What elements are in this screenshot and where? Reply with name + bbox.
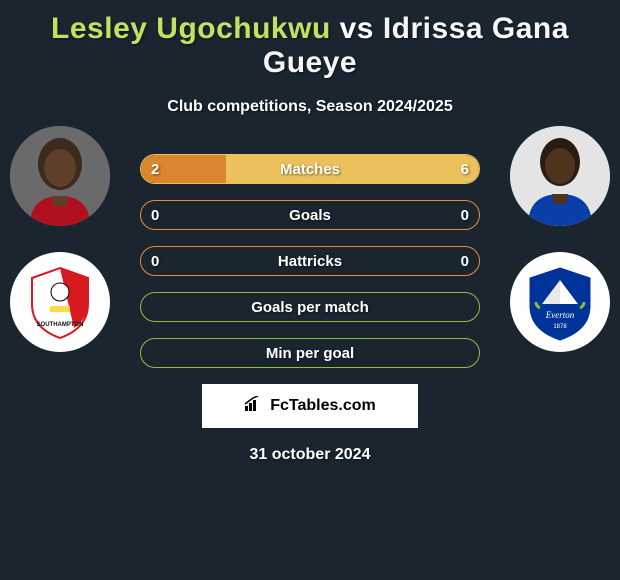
title-vs: vs — [340, 12, 374, 45]
stat-value-left: 0 — [151, 253, 159, 270]
title: Lesley Ugochukwu vs Idrissa Gana Gueye — [10, 12, 610, 80]
avatar-icon — [510, 126, 610, 226]
player-photo-right — [510, 126, 610, 226]
player-photo-left — [10, 126, 110, 226]
stat-bar-right — [226, 155, 480, 183]
stat-row: 2 Matches 6 — [140, 154, 480, 184]
avatar-icon — [10, 126, 110, 226]
stat-label: Min per goal — [266, 345, 354, 362]
stat-value-right: 6 — [461, 161, 469, 178]
svg-text:1878: 1878 — [553, 324, 567, 330]
stat-value-right: 0 — [461, 207, 469, 224]
stat-label: Goals — [289, 207, 331, 224]
stat-label: Hattricks — [278, 253, 342, 270]
stat-row: 0 Goals 0 — [140, 200, 480, 230]
subtitle: Club competitions, Season 2024/2025 — [10, 98, 610, 116]
stats-area: 2 Matches 6 0 Goals 0 0 Hattricks 0 Goals per mat… — [140, 154, 480, 368]
svg-text:Everton: Everton — [545, 310, 575, 320]
watermark: FcTables.com — [202, 384, 418, 428]
date: 31 october 2024 — [10, 446, 610, 464]
stat-value-left: 2 — [151, 161, 159, 178]
title-player-left: Lesley Ugochukwu — [51, 12, 331, 45]
stat-label: Matches — [280, 161, 340, 178]
crest-icon: Everton 1878 — [520, 262, 600, 342]
stat-value-right: 0 — [461, 253, 469, 270]
crest-icon: SOUTHAMPTON — [20, 262, 100, 342]
club-logo-right: Everton 1878 — [510, 252, 610, 352]
stat-row: Min per goal — [140, 338, 480, 368]
chart-icon — [244, 396, 264, 417]
club-logo-left: SOUTHAMPTON — [10, 252, 110, 352]
svg-text:SOUTHAMPTON: SOUTHAMPTON — [37, 322, 84, 328]
stat-row: 0 Hattricks 0 — [140, 246, 480, 276]
watermark-text: FcTables.com — [270, 397, 376, 415]
comparison-card: Lesley Ugochukwu vs Idrissa Gana Gueye C… — [0, 0, 620, 476]
stat-value-left: 0 — [151, 207, 159, 224]
stat-label: Goals per match — [251, 299, 369, 316]
stat-row: Goals per match — [140, 292, 480, 322]
